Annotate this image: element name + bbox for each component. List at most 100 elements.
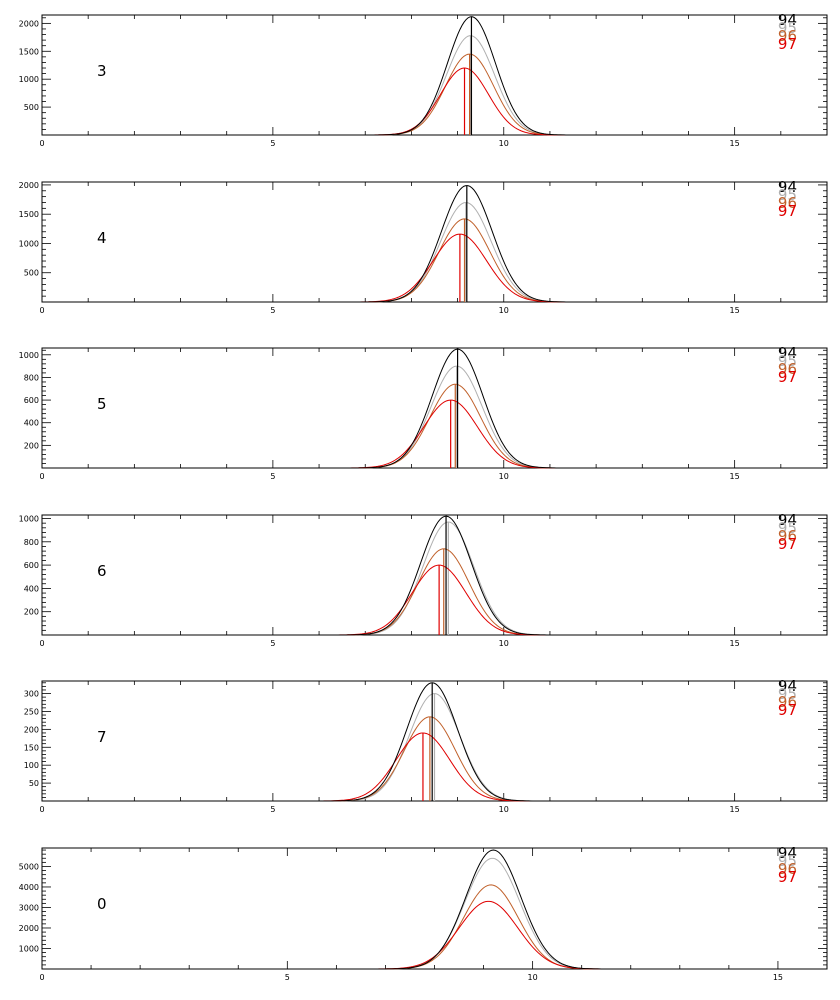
y-tick-label: 2000 <box>19 924 39 933</box>
legend-entry-94: 94 <box>778 844 797 862</box>
legend-entry-95: 95 <box>778 352 797 370</box>
y-tick-label: 400 <box>24 584 39 593</box>
y-tick-label: 1000 <box>19 239 39 248</box>
series-line-94 <box>42 682 827 802</box>
x-tick-label: 10 <box>499 306 509 315</box>
legend-entry-94: 94 <box>778 511 797 529</box>
x-tick-label: 5 <box>270 639 275 648</box>
y-tick-label: 1000 <box>19 944 39 953</box>
x-tick-label: 15 <box>773 973 783 982</box>
x-tick-label: 10 <box>499 139 509 148</box>
legend-entry-94: 94 <box>778 344 797 362</box>
y-tick-label: 500 <box>24 269 39 278</box>
series-line-94 <box>42 16 827 136</box>
x-tick-label: 5 <box>270 472 275 481</box>
series-line-97 <box>42 564 827 636</box>
legend-entry-96: 96 <box>778 860 797 878</box>
y-tick-label: 600 <box>24 561 39 570</box>
series-line-95 <box>42 201 827 303</box>
legend-entry-95: 95 <box>778 685 797 703</box>
series-line-97 <box>42 399 827 469</box>
legend-entry-94: 94 <box>778 178 797 196</box>
panel-label: 7 <box>97 728 107 746</box>
y-tick-label: 200 <box>24 725 39 734</box>
y-tick-label: 250 <box>24 707 39 716</box>
plot-frame <box>41 14 828 136</box>
y-tick-label: 600 <box>24 396 39 405</box>
series-line-95 <box>42 365 827 469</box>
x-tick-label: 5 <box>270 139 275 148</box>
x-tick-label: 15 <box>730 805 740 814</box>
y-tick-label: 300 <box>24 690 39 699</box>
plot-frame <box>41 347 828 469</box>
series-line-95 <box>42 857 827 970</box>
series-line-94 <box>42 849 827 970</box>
series-line-94 <box>42 515 827 636</box>
legend-entry-97: 97 <box>778 202 797 220</box>
y-tick-label: 2000 <box>19 181 39 190</box>
y-tick-label: 800 <box>24 538 39 547</box>
legend-entry-97: 97 <box>778 701 797 719</box>
x-tick-label: 15 <box>730 472 740 481</box>
y-tick-label: 400 <box>24 419 39 428</box>
y-tick-label: 200 <box>24 441 39 450</box>
legend-entry-95: 95 <box>778 519 797 537</box>
x-tick-label: 10 <box>499 805 509 814</box>
legend-entry-97: 97 <box>778 368 797 386</box>
panel-label: 3 <box>97 62 107 80</box>
legend-entry-97: 97 <box>778 35 797 53</box>
y-tick-label: 50 <box>29 779 39 788</box>
x-tick-label: 10 <box>499 639 509 648</box>
legend-entry-96: 96 <box>778 527 797 545</box>
x-tick-label: 15 <box>730 639 740 648</box>
x-tick-label: 0 <box>39 472 44 481</box>
x-tick-label: 15 <box>730 306 740 315</box>
x-tick-label: 15 <box>730 139 740 148</box>
y-tick-label: 1000 <box>19 75 39 84</box>
y-tick-label: 4000 <box>19 883 39 892</box>
series-line-94 <box>42 185 827 303</box>
legend-entry-94: 94 <box>778 677 797 695</box>
y-tick-label: 200 <box>24 608 39 617</box>
legend-entry-95: 95 <box>778 19 797 37</box>
series-line-96 <box>42 383 827 469</box>
series-line-95 <box>42 35 827 136</box>
y-tick-label: 1500 <box>19 210 39 219</box>
plot-frame <box>41 181 828 303</box>
legend-entry-95: 95 <box>778 186 797 204</box>
panel-label: 6 <box>97 562 107 580</box>
legend-entry-96: 96 <box>778 194 797 212</box>
series-line-97 <box>42 67 827 136</box>
panel-label: 0 <box>97 895 107 913</box>
y-tick-label: 5000 <box>19 862 39 871</box>
y-tick-label: 150 <box>24 743 39 752</box>
x-tick-label: 5 <box>270 805 275 814</box>
y-tick-label: 3000 <box>19 903 39 912</box>
y-tick-label: 2000 <box>19 19 39 28</box>
panel-label: 4 <box>97 229 107 247</box>
series-line-97 <box>42 233 827 303</box>
x-tick-label: 5 <box>285 973 290 982</box>
legend-entry-96: 96 <box>778 360 797 378</box>
x-tick-label: 0 <box>39 805 44 814</box>
x-tick-label: 10 <box>499 472 509 481</box>
legend-entry-97: 97 <box>778 868 797 886</box>
y-tick-label: 100 <box>24 761 39 770</box>
plot-frame <box>41 847 828 970</box>
legend-entry-97: 97 <box>778 535 797 553</box>
panel-label: 5 <box>97 395 107 413</box>
legend-entry-96: 96 <box>778 693 797 711</box>
series-line-96 <box>42 548 827 636</box>
legend-entry-96: 96 <box>778 27 797 45</box>
series-line-96 <box>42 53 827 136</box>
legend-entry-94: 94 <box>778 11 797 29</box>
series-line-96 <box>42 218 827 303</box>
y-tick-label: 500 <box>24 103 39 112</box>
y-tick-label: 1500 <box>19 47 39 56</box>
series-line-94 <box>42 348 827 469</box>
